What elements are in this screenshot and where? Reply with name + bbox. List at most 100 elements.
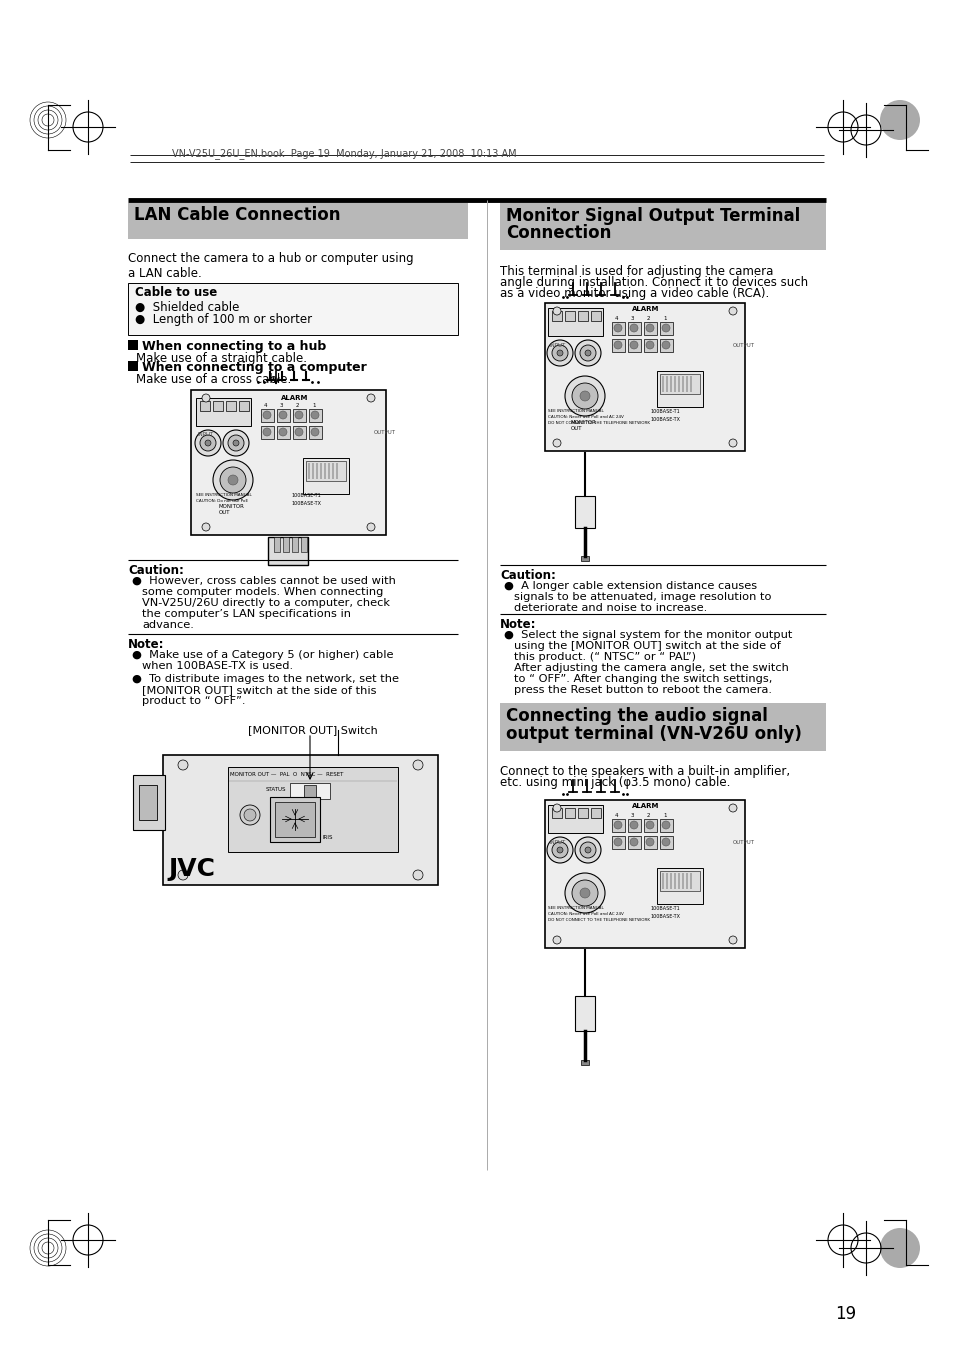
Circle shape — [228, 435, 244, 451]
FancyBboxPatch shape — [643, 339, 657, 353]
Circle shape — [294, 428, 303, 436]
Text: OUTPUT: OUTPUT — [374, 430, 395, 435]
Text: After adjusting the camera angle, set the switch: After adjusting the camera angle, set th… — [514, 663, 788, 673]
Text: 3: 3 — [280, 403, 283, 408]
Text: CAUTION: Never use PoE and AC 24V: CAUTION: Never use PoE and AC 24V — [547, 912, 623, 916]
Text: When connecting to a computer: When connecting to a computer — [142, 361, 366, 374]
FancyBboxPatch shape — [612, 322, 624, 335]
Text: IRIS: IRIS — [322, 835, 333, 840]
FancyBboxPatch shape — [564, 808, 575, 817]
FancyBboxPatch shape — [499, 203, 825, 250]
Circle shape — [728, 936, 737, 944]
Text: output terminal (VN-V26U only): output terminal (VN-V26U only) — [505, 725, 801, 743]
Text: JVC: JVC — [168, 857, 214, 881]
Text: 2: 2 — [295, 403, 299, 408]
Text: 3: 3 — [630, 813, 634, 817]
Circle shape — [278, 411, 287, 419]
FancyBboxPatch shape — [665, 376, 667, 392]
FancyBboxPatch shape — [580, 557, 588, 561]
Circle shape — [553, 439, 560, 447]
Circle shape — [614, 340, 621, 349]
Text: product to “ OFF”.: product to “ OFF”. — [142, 696, 245, 707]
Circle shape — [645, 838, 654, 846]
FancyBboxPatch shape — [681, 376, 683, 392]
Text: 2: 2 — [646, 813, 650, 817]
Circle shape — [240, 805, 260, 825]
FancyBboxPatch shape — [213, 401, 223, 411]
Circle shape — [202, 523, 210, 531]
Circle shape — [572, 382, 598, 409]
Circle shape — [575, 838, 600, 863]
Circle shape — [413, 870, 422, 880]
Text: 3: 3 — [630, 316, 634, 322]
Circle shape — [579, 842, 596, 858]
Circle shape — [244, 809, 255, 821]
Circle shape — [194, 430, 221, 457]
FancyBboxPatch shape — [627, 819, 640, 832]
FancyBboxPatch shape — [293, 409, 306, 422]
FancyBboxPatch shape — [308, 463, 310, 480]
Text: 4: 4 — [615, 813, 618, 817]
Text: when 100BASE-TX is used.: when 100BASE-TX is used. — [142, 661, 293, 671]
Text: Connect the camera to a hub or computer using
a LAN cable.: Connect the camera to a hub or computer … — [128, 253, 414, 280]
FancyBboxPatch shape — [689, 376, 691, 392]
FancyBboxPatch shape — [659, 322, 672, 335]
FancyBboxPatch shape — [627, 836, 640, 848]
Text: Caution:: Caution: — [128, 563, 184, 577]
FancyBboxPatch shape — [128, 203, 468, 239]
Circle shape — [728, 307, 737, 315]
FancyBboxPatch shape — [293, 426, 306, 439]
FancyBboxPatch shape — [657, 372, 702, 407]
Text: 100BASE-T1: 100BASE-T1 — [649, 409, 679, 413]
Circle shape — [572, 880, 598, 907]
Text: ALARM: ALARM — [631, 305, 659, 312]
Circle shape — [645, 340, 654, 349]
Circle shape — [579, 345, 596, 361]
FancyBboxPatch shape — [681, 873, 683, 889]
Text: Note:: Note: — [128, 638, 164, 651]
Circle shape — [614, 324, 621, 332]
Text: advance.: advance. — [142, 620, 193, 630]
Circle shape — [220, 467, 246, 493]
Text: 100BASE-T1: 100BASE-T1 — [649, 907, 679, 911]
Text: OUTPUT: OUTPUT — [732, 840, 754, 844]
Text: signals to be attenuated, image resolution to: signals to be attenuated, image resoluti… — [514, 592, 771, 603]
FancyBboxPatch shape — [499, 703, 825, 751]
Text: OUTPUT: OUTPUT — [732, 343, 754, 349]
FancyBboxPatch shape — [665, 873, 667, 889]
Text: some computer models. When connecting: some computer models. When connecting — [142, 586, 383, 597]
Circle shape — [629, 324, 638, 332]
Circle shape — [629, 838, 638, 846]
Text: ●  However, cross cables cannot be used with: ● However, cross cables cannot be used w… — [132, 576, 395, 586]
FancyBboxPatch shape — [315, 463, 317, 480]
Text: INPUT: INPUT — [550, 343, 566, 349]
FancyBboxPatch shape — [678, 873, 679, 889]
Text: This terminal is used for adjusting the camera: This terminal is used for adjusting the … — [499, 265, 773, 278]
Text: [MONITOR OUT] switch at the side of this: [MONITOR OUT] switch at the side of this — [142, 685, 376, 694]
FancyBboxPatch shape — [659, 374, 700, 394]
Text: 2: 2 — [646, 316, 650, 322]
Text: deteriorate and noise to increase.: deteriorate and noise to increase. — [514, 603, 706, 613]
FancyBboxPatch shape — [673, 873, 676, 889]
Text: SEE INSTRUCTION MANUAL: SEE INSTRUCTION MANUAL — [547, 907, 603, 911]
FancyBboxPatch shape — [659, 339, 672, 353]
Circle shape — [546, 340, 573, 366]
Text: Connection: Connection — [505, 224, 611, 242]
Circle shape — [546, 838, 573, 863]
Circle shape — [552, 842, 567, 858]
FancyBboxPatch shape — [292, 536, 297, 553]
Circle shape — [311, 428, 318, 436]
Circle shape — [552, 345, 567, 361]
Text: 100BASE-T1: 100BASE-T1 — [291, 493, 320, 499]
Circle shape — [311, 411, 318, 419]
Circle shape — [564, 376, 604, 416]
FancyBboxPatch shape — [552, 808, 561, 817]
FancyBboxPatch shape — [306, 461, 346, 481]
FancyBboxPatch shape — [659, 871, 700, 892]
Text: STATUS: STATUS — [266, 788, 286, 792]
Text: INPUT: INPUT — [198, 432, 214, 436]
Text: VN-V25U/26U directly to a computer, check: VN-V25U/26U directly to a computer, chec… — [142, 598, 390, 608]
Circle shape — [629, 340, 638, 349]
FancyBboxPatch shape — [319, 463, 322, 480]
Circle shape — [553, 936, 560, 944]
